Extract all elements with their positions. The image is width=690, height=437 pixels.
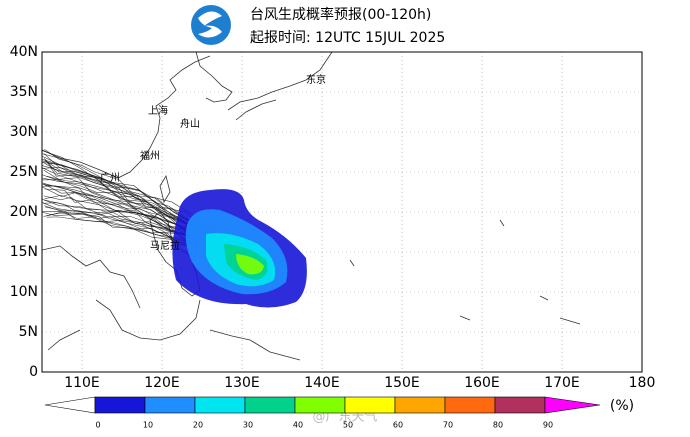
coastline <box>95 299 201 341</box>
colorbar-label: 70 <box>443 421 453 430</box>
colorbar-segment <box>344 396 396 414</box>
probability-area <box>236 254 264 275</box>
colorbar-label: 10 <box>143 421 153 430</box>
colorbar-segment <box>394 396 446 414</box>
lat-label: 5N <box>19 324 38 340</box>
colorbar-over <box>544 396 601 414</box>
lat-label: 0 <box>29 364 38 380</box>
colorbar-segment <box>94 396 146 414</box>
coastline <box>499 219 505 227</box>
colorbar-segment <box>294 396 346 414</box>
place-label: 马尼拉 <box>150 239 180 252</box>
colorbar-segment <box>144 396 196 414</box>
coastline <box>559 317 581 325</box>
place-label: 上海 <box>148 104 168 117</box>
lon-label: 120E <box>144 375 180 391</box>
colorbar-unit: (%) <box>610 398 634 414</box>
colorbar-label: 40 <box>293 421 303 430</box>
lat-label: 20N <box>10 204 38 220</box>
colorbar-label: 50 <box>343 421 353 430</box>
place-label: 广州 <box>100 172 120 184</box>
place-label: 舟山 <box>180 117 200 130</box>
map-frame <box>41 51 643 373</box>
logo <box>191 5 231 45</box>
subtitle: 起报时间: 12UTC 15JUL 2025 <box>250 30 445 46</box>
lat-label: 35N <box>10 84 38 100</box>
colorbar-segment <box>444 396 496 414</box>
colorbar-label: 80 <box>493 421 503 430</box>
lon-label: 130E <box>224 375 260 391</box>
lon-label: 140E <box>304 375 340 391</box>
coastline <box>459 315 471 321</box>
lon-label: 170E <box>544 375 580 391</box>
lon-label: 180 <box>629 375 656 391</box>
coastline <box>159 174 171 204</box>
coastline <box>195 52 233 103</box>
colorbar-label: 30 <box>243 421 253 430</box>
place-label: 福州 <box>140 149 160 162</box>
coastline <box>47 329 81 351</box>
lat-label: 40N <box>10 44 38 60</box>
colorbar-segment <box>244 396 296 414</box>
coastline <box>227 52 333 111</box>
coastline <box>349 259 355 267</box>
colorbar-label: 20 <box>193 421 203 430</box>
lat-label: 10N <box>10 284 38 300</box>
title: 台风生成概率预报(00-120h) <box>250 6 431 23</box>
colorbar-label: 90 <box>543 421 553 430</box>
lat-label: 15N <box>10 244 38 260</box>
coastline <box>539 295 549 301</box>
lon-label: 160E <box>464 375 500 391</box>
lat-label: 25N <box>10 164 38 180</box>
coastline <box>42 245 141 309</box>
coastline <box>209 329 301 361</box>
colorbar-segment <box>194 396 246 414</box>
colorbar-label: 60 <box>393 421 403 430</box>
lon-label: 110E <box>64 375 100 391</box>
colorbar-under <box>44 396 96 414</box>
coastline <box>235 99 277 121</box>
place-label: 东京 <box>306 73 326 86</box>
coastline <box>42 55 211 179</box>
lat-label: 30N <box>10 124 38 140</box>
colorbar-label: 0 <box>95 421 100 430</box>
lon-label: 150E <box>384 375 420 391</box>
colorbar-segment <box>494 396 546 414</box>
